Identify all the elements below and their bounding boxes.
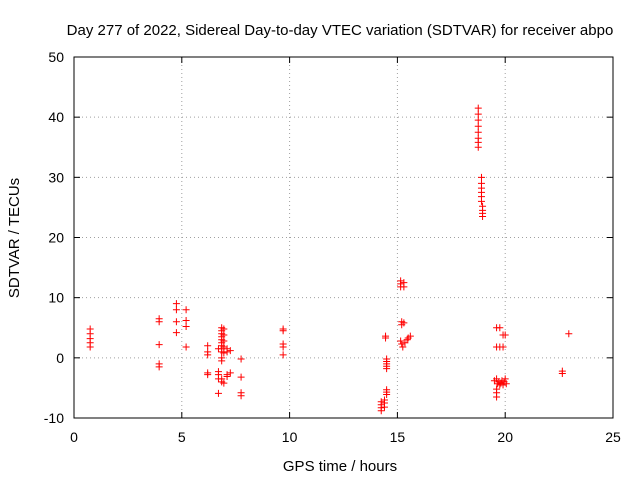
data-point [406,332,414,340]
data-point [479,212,487,220]
data-point [279,351,287,359]
data-point [400,283,408,291]
data-point [403,336,411,344]
data-point [237,392,245,400]
data-points [86,104,573,415]
data-point [502,380,510,388]
x-tick-label: 25 [605,429,621,445]
data-point [558,369,566,377]
data-point [223,348,231,356]
x-axis-label: GPS time / hours [283,458,397,475]
data-point [182,323,190,331]
data-point [565,330,573,338]
data-point [226,369,234,377]
y-tick-label: 0 [56,350,64,366]
data-point [226,347,234,355]
data-point [496,324,504,332]
x-tick-label: 15 [390,429,406,445]
data-point [501,331,509,339]
data-point [474,143,482,151]
data-point [477,173,485,181]
data-point [182,317,190,325]
data-point [499,343,507,351]
data-point [155,318,163,326]
data-point [172,306,180,314]
data-point [279,327,287,335]
data-point [400,319,408,327]
data-point [237,373,245,381]
data-point [172,329,180,337]
axis-ticks: 0 5 10 15 20 25 -10 0 10 20 30 40 50 [44,49,621,445]
data-point [474,104,482,112]
y-tick-label: 30 [48,169,64,185]
data-point [474,116,482,124]
y-tick-label: -10 [44,410,64,426]
data-point [182,306,190,314]
y-tick-label: 10 [48,290,64,306]
data-point [237,355,245,363]
data-point [204,371,212,379]
data-point [474,122,482,130]
data-point [172,300,180,308]
data-point [182,343,190,351]
data-point [172,318,180,326]
data-point [398,340,406,348]
data-point [493,393,501,401]
data-point [204,342,212,350]
data-point [155,341,163,349]
y-tick-label: 50 [48,49,64,65]
x-tick-label: 5 [178,429,186,445]
grid-lines [74,57,613,418]
data-point [477,197,485,205]
data-point [383,365,391,373]
data-point [501,375,509,383]
data-point [155,363,163,371]
data-point [474,128,482,136]
data-point [220,379,228,387]
data-point [220,331,228,339]
data-point [382,334,390,342]
data-point [279,343,287,351]
data-point [218,357,226,365]
y-tick-label: 40 [48,109,64,125]
data-point [220,337,228,345]
y-tick-label: 20 [48,230,64,246]
data-point [223,372,231,380]
data-point [204,351,212,359]
x-tick-label: 10 [282,429,298,445]
chart-title: Day 277 of 2022, Sidereal Day-to-day VTE… [67,22,614,39]
data-point [377,407,385,415]
data-point [499,381,507,389]
data-point [397,337,405,345]
data-point [220,343,228,351]
data-point [220,325,228,333]
data-point [383,391,391,399]
y-axis-label: SDTVAR / TECUs [6,178,23,298]
x-tick-label: 20 [497,429,513,445]
data-point [399,343,407,351]
x-tick-label: 0 [70,429,78,445]
data-point [380,403,388,411]
data-point [214,389,222,397]
data-point [220,349,228,357]
data-point [474,110,482,118]
data-point [86,343,94,351]
